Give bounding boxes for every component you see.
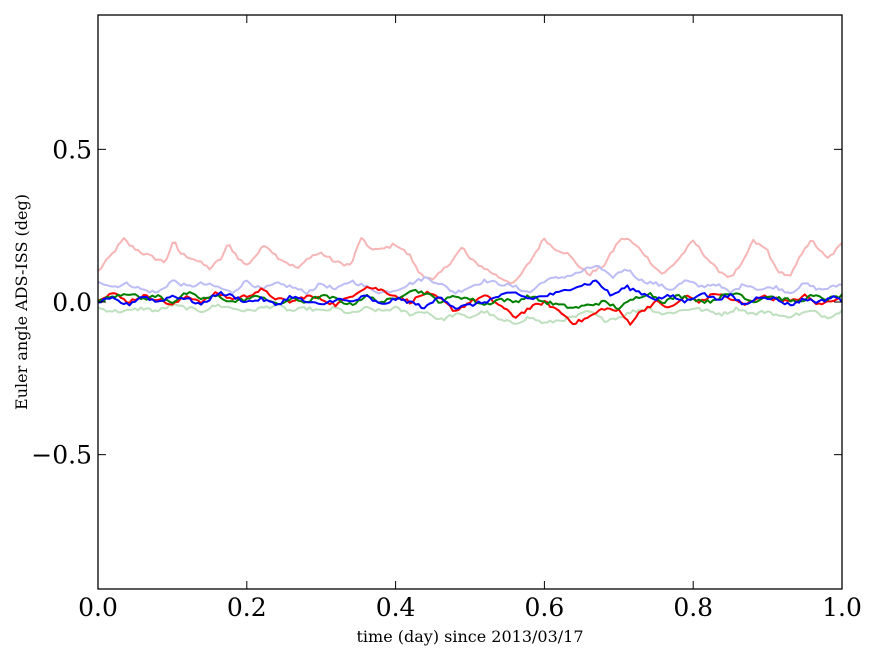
x-tick-label: 0.2 [227,593,267,622]
x-tick-label: 0.0 [78,593,118,622]
series-line-1 [97,237,843,285]
series-line-2 [97,264,843,296]
x-axis-label: time (day) since 2013/03/17 [356,627,583,646]
y-tick-label: 0.0 [52,288,92,317]
ticks-layer: 0.0 0.2 0.4 0.6 0.8 1.0 −0.5 0.0 0.5 [31,15,862,622]
x-tick-label: 0.4 [376,593,416,622]
y-tick-label: −0.5 [31,441,92,470]
x-tick-label: 1.0 [822,593,862,622]
y-tick-label: 0.5 [52,135,92,164]
series-layer [97,237,843,326]
x-tick-label: 0.8 [673,593,713,622]
x-tick-label: 0.6 [525,593,565,622]
series-line-6 [97,279,843,310]
series-line-3 [97,303,843,325]
series-line-4 [97,285,843,326]
y-axis-label: Euler angle ADS-ISS (deg) [12,194,31,410]
